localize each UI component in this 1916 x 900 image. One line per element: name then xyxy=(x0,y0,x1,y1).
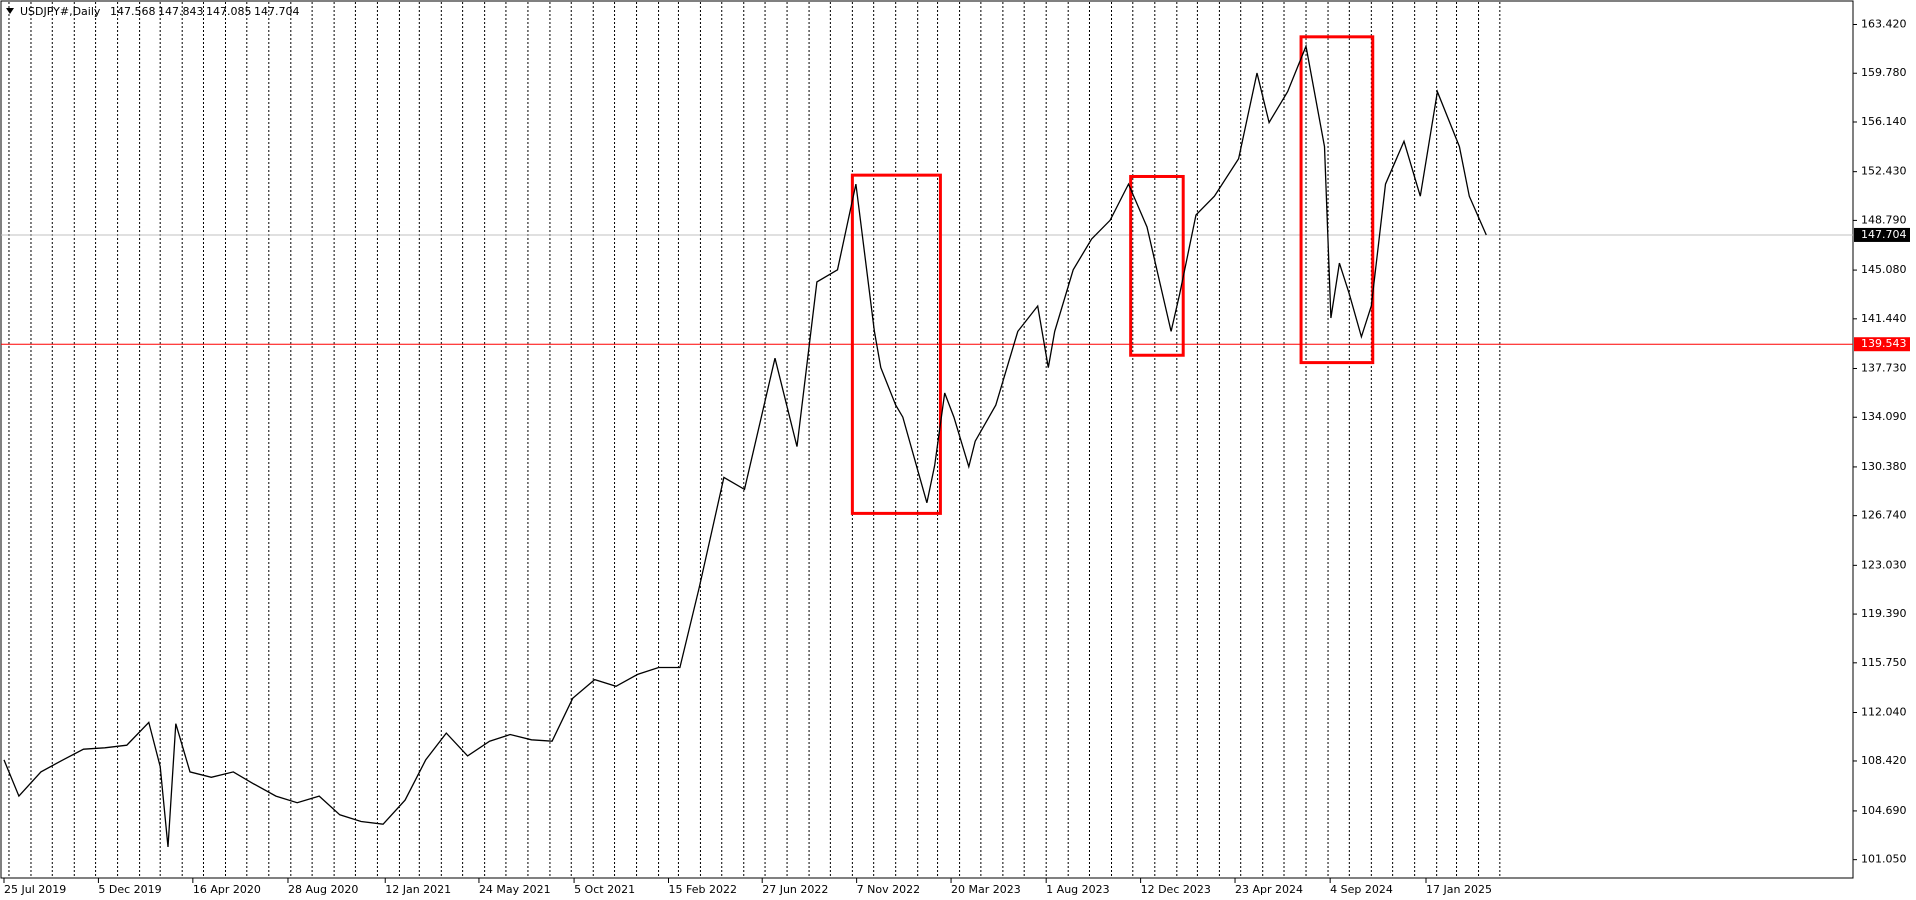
y-tick-label: 123.030 xyxy=(1861,558,1907,571)
x-tick-label: 7 Nov 2022 xyxy=(857,883,920,896)
y-tick-label: 152.430 xyxy=(1861,165,1907,178)
y-tick-label: 134.090 xyxy=(1861,410,1907,423)
y-tick-label: 156.140 xyxy=(1861,115,1907,128)
x-tick-label: 5 Oct 2021 xyxy=(574,883,635,896)
y-tick-label: 108.420 xyxy=(1861,754,1907,767)
x-tick-label: 28 Aug 2020 xyxy=(288,883,358,896)
y-tick-label: 141.440 xyxy=(1861,312,1907,325)
horizontal-line-label: 139.543 xyxy=(1861,337,1907,350)
x-tick-label: 15 Feb 2022 xyxy=(668,883,736,896)
y-tick-label: 130.380 xyxy=(1861,460,1907,473)
y-tick-label: 115.750 xyxy=(1861,656,1907,669)
x-tick-label: 24 May 2021 xyxy=(479,883,551,896)
rectangle xyxy=(1129,174,1185,357)
x-tick-label: 12 Jan 2021 xyxy=(385,883,451,896)
x-tick-label: 27 Jun 2022 xyxy=(762,883,828,896)
current-price-line-label-bg xyxy=(1854,227,1910,242)
current-price-line-label: 147.704 xyxy=(1861,228,1907,241)
x-tick-label: 20 Mar 2023 xyxy=(951,883,1021,896)
x-tick-label: 5 Dec 2019 xyxy=(98,883,161,896)
plot-frame xyxy=(0,0,1854,879)
x-tick-label: 16 Apr 2020 xyxy=(193,883,261,896)
x-tick-label: 12 Dec 2023 xyxy=(1141,883,1211,896)
y-tick-label: 101.050 xyxy=(1861,853,1907,866)
rectangle xyxy=(850,173,942,515)
x-tick-label: 4 Sep 2024 xyxy=(1330,883,1393,896)
y-tick-label: 163.420 xyxy=(1861,18,1907,31)
menu-arrow[interactable] xyxy=(6,8,14,14)
x-tick-label: 17 Jan 2025 xyxy=(1426,883,1492,896)
y-tick-label: 137.730 xyxy=(1861,362,1907,375)
price-line xyxy=(3,43,1487,847)
y-tick-label: 148.790 xyxy=(1861,213,1907,226)
x-tick-label: 23 Apr 2024 xyxy=(1235,883,1303,896)
y-tick-label: 119.390 xyxy=(1861,607,1907,620)
high: 147.843 xyxy=(158,5,204,18)
y-tick-label: 159.780 xyxy=(1861,66,1907,79)
y-tick-label: 126.740 xyxy=(1861,509,1907,522)
y-tick-label: 145.080 xyxy=(1861,263,1907,276)
open: 147.568 xyxy=(110,5,156,18)
x-tick-label: 25 Jul 2019 xyxy=(4,883,66,896)
y-tick-label: 112.040 xyxy=(1861,705,1907,718)
rectangle xyxy=(1299,35,1375,365)
x-tick-label: 1 Aug 2023 xyxy=(1046,883,1109,896)
close: 147.704 xyxy=(254,5,300,18)
horizontal-line-label-bg xyxy=(1854,337,1910,352)
low: 147.085 xyxy=(206,5,252,18)
symbol: USDJPY#,Daily xyxy=(20,5,101,18)
y-tick-label: 104.690 xyxy=(1861,804,1907,817)
